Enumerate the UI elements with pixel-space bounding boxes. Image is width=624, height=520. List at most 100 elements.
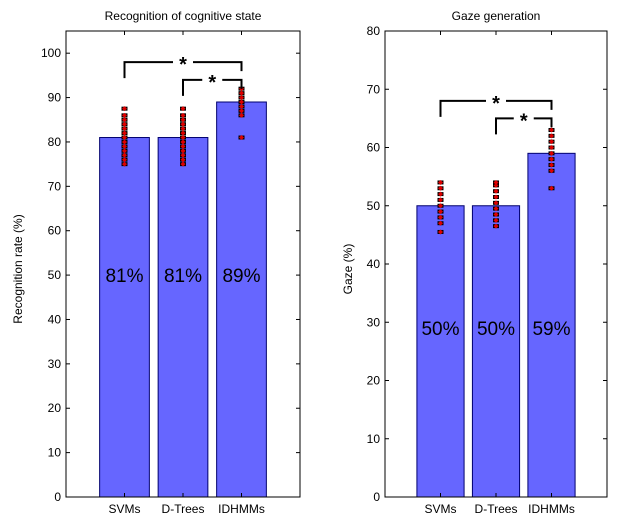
y-tick-label: 90	[48, 91, 62, 105]
data-point	[122, 135, 127, 141]
data-point	[493, 188, 499, 194]
data-point	[180, 117, 186, 123]
y-tick-label: 20	[48, 401, 62, 415]
data-point	[122, 112, 127, 118]
data-point	[180, 112, 186, 118]
significance-bracket	[439, 99, 553, 117]
x-tick-label: D-Trees	[162, 502, 205, 516]
data-point	[180, 161, 186, 167]
bar-svms	[99, 137, 150, 498]
data-point	[122, 157, 127, 163]
data-point	[438, 197, 443, 203]
y-tick-label: 40	[367, 257, 381, 271]
data-point	[180, 157, 186, 163]
significance-star: *	[520, 110, 528, 132]
x-tick-label: IDHMMs	[218, 502, 265, 516]
y-tick-label: 80	[48, 135, 62, 149]
bar-svms	[416, 205, 465, 498]
significance-bracket	[123, 61, 243, 79]
data-point	[122, 139, 127, 145]
data-point	[122, 121, 127, 127]
data-point	[549, 127, 554, 133]
data-point	[493, 217, 499, 223]
data-point	[122, 106, 127, 112]
data-point	[549, 150, 554, 156]
data-point	[180, 143, 186, 149]
chart-title: Recognition of cognitive state	[105, 9, 262, 23]
data-point	[549, 162, 554, 168]
data-point	[122, 117, 127, 123]
y-tick-label: 10	[48, 446, 62, 460]
bar-value-label: 81%	[164, 266, 202, 287]
data-point	[180, 126, 186, 132]
data-point	[180, 139, 186, 145]
data-point	[239, 103, 244, 109]
data-point	[180, 130, 186, 136]
data-point	[438, 214, 443, 220]
y-tick-label: 30	[48, 357, 62, 371]
y-tick-label: 70	[48, 179, 62, 193]
data-point	[549, 168, 554, 174]
y-axis-label: Gaze (%)	[341, 244, 355, 295]
data-points-d-trees	[493, 179, 499, 229]
data-point	[438, 185, 443, 191]
data-point	[180, 152, 186, 158]
y-tick-label: 0	[373, 490, 380, 504]
data-point	[239, 112, 244, 118]
y-tick-label: 30	[367, 315, 381, 329]
data-point	[549, 185, 554, 191]
data-point	[122, 152, 127, 158]
data-point	[239, 90, 244, 96]
x-tick-label: SVMs	[424, 502, 456, 516]
data-point	[438, 179, 443, 185]
data-point	[122, 130, 127, 136]
data-points-idhmms	[548, 127, 555, 191]
data-point	[549, 139, 554, 145]
y-tick-label: 60	[367, 141, 381, 155]
x-tick-label: SVMs	[108, 502, 140, 516]
significance-star: *	[492, 93, 500, 115]
data-point	[438, 229, 443, 235]
data-point	[549, 133, 554, 139]
data-point	[180, 135, 186, 141]
bar-value-label: 50%	[421, 319, 459, 340]
data-point	[239, 108, 244, 114]
y-tick-label: 20	[367, 374, 381, 388]
data-points-svms	[121, 106, 128, 167]
data-point	[180, 148, 186, 154]
x-tick-label: D-Trees	[475, 502, 518, 516]
significance-star: *	[179, 54, 187, 76]
data-point	[122, 148, 127, 154]
data-point	[122, 126, 127, 132]
data-point	[239, 135, 244, 141]
y-tick-label: 50	[48, 268, 62, 282]
significance-star: *	[208, 72, 216, 94]
y-tick-label: 60	[48, 224, 62, 238]
y-tick-label: 80	[367, 24, 381, 38]
data-point	[239, 99, 244, 105]
data-point	[122, 161, 127, 167]
data-point	[493, 179, 499, 185]
bar-idhmms	[216, 101, 267, 498]
recognition-chart-panel: Recognition of cognitive state Recogniti…	[11, 9, 301, 516]
significance-bracket	[495, 117, 553, 135]
significance-bracket	[182, 78, 243, 96]
y-tick-label: 50	[367, 199, 381, 213]
data-point	[438, 220, 443, 226]
x-tick-label: IDHMMs	[528, 502, 575, 516]
gaze-chart-panel: Gaze generation Gaze (%) 0 10 20 30 40 50 60 70…	[341, 9, 608, 516]
bar-value-label: 81%	[105, 266, 143, 287]
data-point	[438, 203, 443, 209]
data-point	[493, 211, 499, 217]
data-point	[180, 121, 186, 127]
data-point	[493, 223, 499, 229]
y-tick-label: 70	[367, 82, 381, 96]
data-points-svms	[437, 179, 444, 235]
data-point	[493, 206, 499, 212]
bar-d-trees	[471, 205, 521, 498]
data-point	[493, 194, 499, 200]
chart-title: Gaze generation	[452, 9, 541, 23]
y-tick-label: 0	[54, 490, 61, 504]
y-tick-label: 10	[367, 432, 381, 446]
